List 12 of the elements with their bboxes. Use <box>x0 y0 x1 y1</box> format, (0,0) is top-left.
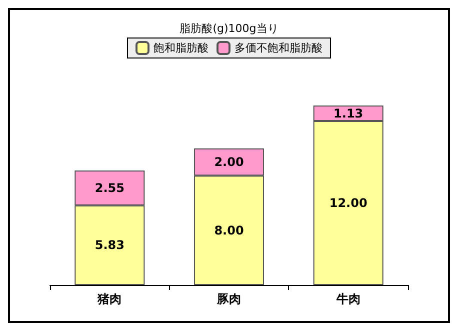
legend-label: 多価不飽和脂肪酸 <box>234 42 322 54</box>
data-label: 1.13 <box>334 106 364 120</box>
legend-label: 飽和脂肪酸 <box>154 42 208 54</box>
x-tick-label: 牛肉 <box>335 292 360 306</box>
data-label: 8.00 <box>214 223 244 238</box>
data-label: 5.83 <box>94 238 124 252</box>
x-tick-label: 猪肉 <box>96 292 122 306</box>
data-label: 12.00 <box>329 196 368 210</box>
data-label: 2.55 <box>94 180 124 195</box>
x-tick-label: 豚肉 <box>216 292 241 306</box>
data-label: 2.00 <box>214 155 244 169</box>
chart-title: 脂肪酸(g)100g当り <box>180 22 278 35</box>
